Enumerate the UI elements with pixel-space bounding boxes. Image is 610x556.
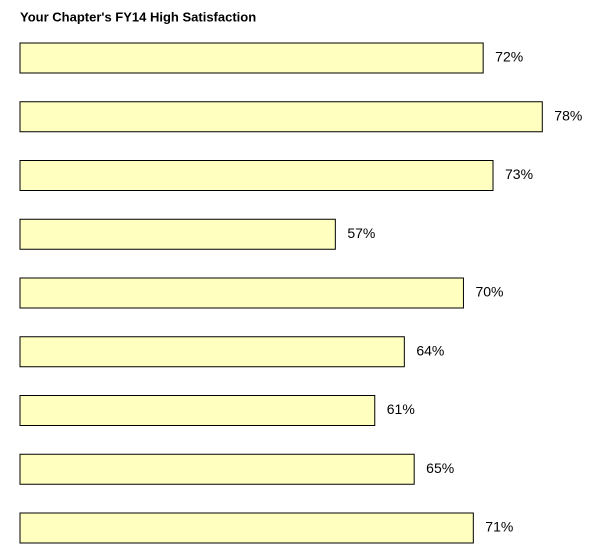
bar — [19, 336, 405, 368]
value-label: 78% — [554, 107, 582, 123]
bar — [19, 277, 464, 309]
value-label: 72% — [495, 49, 523, 65]
bar — [19, 101, 543, 133]
bar — [19, 453, 415, 485]
chart-title: Your Chapter's FY14 High Satisfaction — [20, 9, 256, 24]
bar — [19, 512, 474, 544]
value-label: 65% — [426, 460, 454, 476]
value-label: 73% — [505, 166, 533, 182]
value-label: 57% — [347, 225, 375, 241]
value-label: 70% — [475, 284, 503, 300]
bar — [19, 218, 336, 250]
bar — [19, 160, 494, 191]
value-label: 64% — [416, 342, 444, 358]
value-label: 61% — [387, 401, 415, 417]
value-label: 71% — [485, 519, 513, 535]
bar — [19, 395, 376, 426]
bar — [19, 42, 484, 74]
